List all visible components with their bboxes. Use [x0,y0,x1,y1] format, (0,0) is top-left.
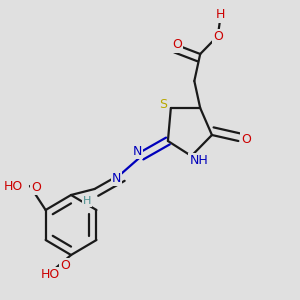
Text: S: S [160,98,167,112]
Text: O: O [172,38,182,52]
Text: H: H [216,8,225,22]
Text: NH: NH [189,154,208,167]
Text: HO: HO [3,179,22,193]
Text: O: O [213,29,223,43]
Text: H: H [83,196,92,206]
Text: O: O [31,181,41,194]
Text: N: N [112,172,121,185]
Text: O: O [60,259,70,272]
Text: O: O [241,133,250,146]
Text: N: N [132,145,142,158]
Text: HO: HO [41,268,60,281]
